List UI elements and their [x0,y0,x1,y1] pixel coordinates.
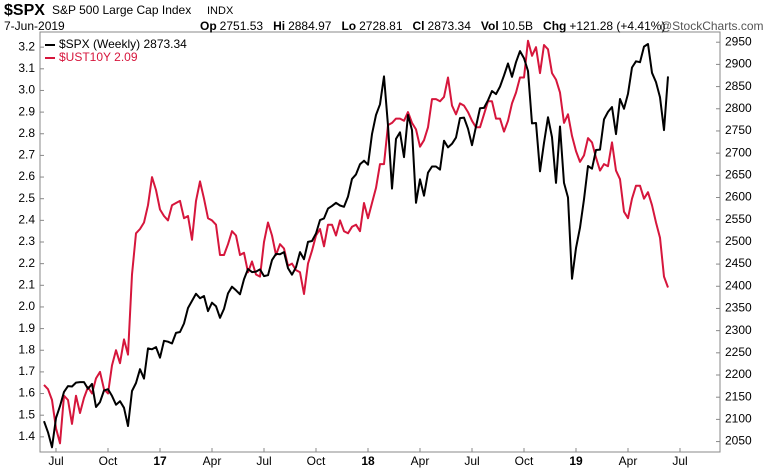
y2-tick-label: 2550 [725,212,752,226]
y-tick-label: 3.2 [18,39,35,53]
legend-label: $SPX (Weekly) 2873.34 [59,37,187,51]
x-tick-label: Apr [619,454,638,468]
y2-tick-label: 2350 [725,301,752,315]
plot-frame [39,31,721,453]
stat-label: Vol [481,19,499,33]
stat-value: 10.5B [502,19,533,33]
y2-tick-label: 2450 [725,256,752,270]
watermark: @StockCharts.com [660,19,764,33]
x-tick-label: Jul [672,454,687,468]
y-tick-label: 1.8 [18,342,35,356]
y-tick-label: 1.4 [18,429,35,443]
stat-label: Op [200,19,217,33]
x-tick-label: Jul [464,454,479,468]
x-tick-label: Oct [515,454,534,468]
y2-tick-label: 2200 [725,367,752,381]
legend-label: $UST10Y 2.09 [59,50,138,64]
stat-label: Cl [413,19,425,33]
y2-tick-label: 2250 [725,345,752,359]
x-tick-label: Apr [203,454,222,468]
y2-tick-label: 2750 [725,123,752,137]
y2-tick-label: 2700 [725,145,752,159]
y-tick-label: 2.8 [18,126,35,140]
y-tick-label: 2.3 [18,234,35,248]
stat-value: 2728.81 [359,19,403,33]
x-tick-label: Jul [48,454,63,468]
y-tick-label: 2.6 [18,169,35,183]
y-tick-label: 2.2 [18,256,35,270]
stat-value: 2873.34 [428,19,472,33]
stat-label: Hi [273,19,285,33]
y-tick-label: 1.5 [18,407,35,421]
index-name: S&P 500 Large Cap Index [52,3,191,17]
x-tick-label: 19 [569,454,583,468]
x-tick-label: Oct [307,454,326,468]
symbol: $SPX [4,2,45,19]
y-tick-label: 2.9 [18,104,35,118]
stat-value: +121.28 (+4.41%) [569,19,665,33]
x-tick-label: 18 [361,454,375,468]
y-tick-label: 2.7 [18,148,35,162]
y-tick-label: 1.7 [18,364,35,378]
y-tick-label: 2.0 [18,299,35,313]
y-tick-label: 1.9 [18,321,35,335]
stat-value: 2884.97 [288,19,332,33]
date: 7-Jun-2019 [4,19,65,33]
y-tick-label: 2.5 [18,191,35,205]
stat-value: 2751.53 [220,19,264,33]
y2-tick-label: 2100 [725,412,752,426]
series-line [43,39,669,445]
y-tick-label: 1.6 [18,386,35,400]
y2-tick-label: 2900 [725,57,752,71]
y-tick-label: 3.0 [18,83,35,97]
y2-tick-label: 2950 [725,34,752,48]
x-tick-label: Jul [256,454,271,468]
y2-tick-label: 2850 [725,79,752,93]
series-line [43,43,669,449]
stat-label: Lo [341,19,356,33]
x-tick-label: Oct [99,454,118,468]
y2-tick-label: 2150 [725,389,752,403]
y-tick-label: 3.1 [18,61,35,75]
y2-tick-label: 2500 [725,234,752,248]
x-tick-label: 17 [153,454,167,468]
y2-tick-label: 2600 [725,190,752,204]
y2-tick-label: 2050 [725,434,752,448]
x-tick-label: Apr [411,454,430,468]
y2-tick-label: 2650 [725,167,752,181]
y-tick-label: 2.1 [18,277,35,291]
stat-label: Chg [543,19,566,33]
y2-tick-label: 2800 [725,101,752,115]
y2-tick-label: 2300 [725,323,752,337]
exchange: INDX [207,5,234,17]
y2-tick-label: 2400 [725,278,752,292]
y-tick-label: 2.4 [18,213,35,227]
